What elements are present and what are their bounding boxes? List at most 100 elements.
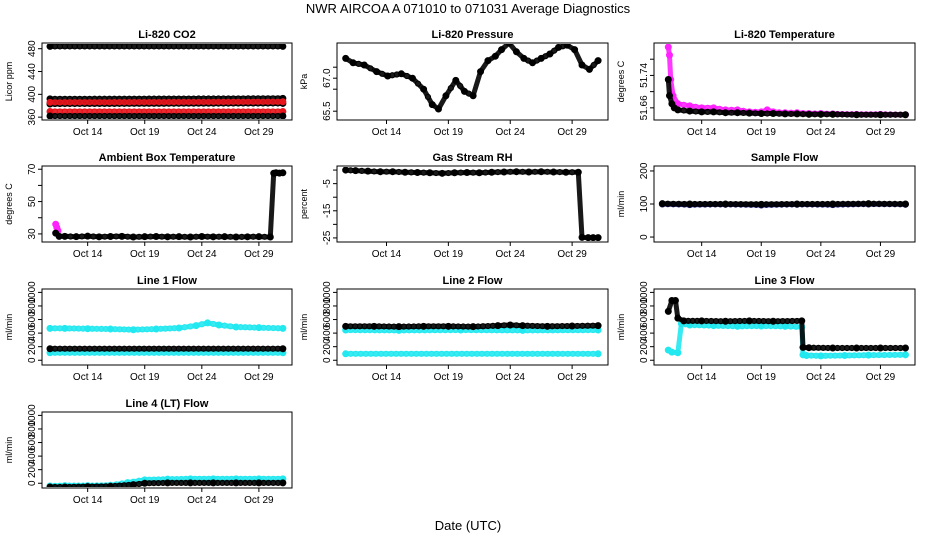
series-magenta bbox=[664, 44, 909, 119]
data-marker bbox=[793, 317, 801, 325]
data-marker bbox=[551, 47, 558, 54]
data-point bbox=[757, 110, 765, 118]
data-marker bbox=[764, 110, 771, 117]
data-marker bbox=[836, 352, 844, 359]
data-marker bbox=[414, 80, 422, 87]
data-point bbox=[84, 232, 92, 240]
data-point bbox=[55, 232, 63, 240]
x-tick-label: Oct 29 bbox=[244, 249, 274, 260]
data-point bbox=[61, 483, 69, 487]
data-point bbox=[733, 109, 741, 117]
data-marker bbox=[204, 233, 211, 240]
data-marker bbox=[872, 344, 879, 352]
y-tick-label: 51.66 bbox=[639, 95, 650, 120]
data-point bbox=[420, 322, 428, 330]
data-marker bbox=[89, 483, 96, 487]
data-marker bbox=[680, 107, 687, 114]
data-marker bbox=[116, 482, 123, 487]
x-tick-label: Oct 29 bbox=[866, 249, 896, 260]
data-marker bbox=[159, 479, 167, 487]
data-point bbox=[279, 169, 287, 177]
data-marker bbox=[465, 90, 472, 97]
x-tick-label: Oct 14 bbox=[73, 249, 103, 260]
x-tick-label: Oct 29 bbox=[244, 495, 274, 506]
data-point bbox=[901, 111, 909, 119]
plot-frame bbox=[41, 42, 293, 121]
panel-ambient-box-temperature: Ambient Box Temperature degrees C Oct 14 Oc… bbox=[4, 152, 293, 260]
data-point bbox=[118, 232, 126, 240]
data-point bbox=[370, 322, 378, 330]
x-tick-label: Oct 19 bbox=[747, 249, 777, 260]
data-point bbox=[164, 233, 172, 241]
data-point bbox=[373, 68, 381, 76]
data-layer bbox=[46, 319, 287, 357]
data-point bbox=[506, 321, 514, 329]
series-black bbox=[46, 345, 287, 353]
data-marker bbox=[191, 479, 199, 487]
data-point bbox=[204, 319, 212, 327]
data-marker bbox=[121, 482, 128, 487]
data-marker bbox=[694, 317, 701, 324]
y-axis-label: percent bbox=[299, 188, 309, 219]
plot-frame bbox=[41, 288, 293, 366]
data-layer bbox=[664, 44, 909, 119]
data-point bbox=[469, 323, 477, 331]
data-marker bbox=[250, 233, 257, 240]
data-marker bbox=[90, 233, 97, 240]
data-point bbox=[698, 317, 706, 325]
x-tick-label: Oct 29 bbox=[557, 127, 587, 138]
data-point bbox=[710, 108, 718, 116]
data-marker bbox=[67, 233, 74, 240]
data-marker bbox=[75, 483, 82, 487]
y-tick-label: 800 bbox=[27, 297, 38, 314]
data-marker bbox=[728, 109, 735, 116]
data-marker bbox=[432, 169, 440, 177]
x-tick-label: Oct 14 bbox=[73, 495, 103, 506]
data-marker bbox=[274, 112, 282, 119]
data-point bbox=[408, 74, 416, 82]
y-tick-label: 400 bbox=[639, 324, 650, 341]
data-point bbox=[578, 233, 586, 241]
data-point bbox=[342, 322, 350, 330]
data-marker bbox=[358, 167, 365, 174]
data-marker bbox=[367, 65, 374, 72]
data-point bbox=[512, 48, 520, 56]
data-marker bbox=[519, 168, 526, 175]
data-marker bbox=[589, 322, 597, 329]
data-point bbox=[594, 350, 602, 358]
data-point bbox=[500, 168, 508, 176]
series-trace bbox=[53, 170, 286, 240]
x-tick-label: Oct 19 bbox=[434, 372, 464, 383]
panel-line-1-flow: Line 1 Flow ml/min Oct 14 Oct 19 Oct 24 Oct 2… bbox=[4, 275, 293, 383]
y-tick-label: 30 bbox=[27, 228, 38, 240]
data-marker bbox=[251, 324, 258, 331]
panel-line-4-lt-flow: Line 4 (LT) Flow ml/min Oct 14 Oct 19 Oct 24… bbox=[4, 398, 293, 506]
data-marker bbox=[347, 167, 354, 174]
data-marker bbox=[415, 323, 422, 330]
series-black bbox=[46, 479, 287, 487]
data-point bbox=[543, 322, 551, 330]
y-tick-label: 400 bbox=[27, 86, 38, 103]
x-tick-label: Oct 24 bbox=[806, 127, 836, 138]
data-point bbox=[84, 325, 92, 333]
data-marker bbox=[56, 483, 63, 487]
data-point bbox=[428, 101, 436, 109]
data-point bbox=[817, 352, 825, 360]
data-marker bbox=[139, 326, 146, 333]
data-point bbox=[221, 233, 229, 241]
data-marker bbox=[182, 479, 189, 487]
data-point bbox=[106, 233, 114, 241]
x-tick-label: Oct 24 bbox=[187, 372, 217, 383]
y-axis-label: ml/min bbox=[616, 314, 626, 341]
y-tick-label: 0 bbox=[27, 480, 38, 486]
data-point bbox=[72, 233, 80, 241]
data-point bbox=[594, 57, 602, 65]
data-marker bbox=[366, 323, 373, 330]
y-axis-label: ml/min bbox=[616, 191, 626, 218]
data-marker bbox=[242, 479, 249, 487]
data-marker bbox=[111, 326, 119, 333]
data-point bbox=[152, 233, 160, 241]
data-point bbox=[434, 105, 442, 113]
data-marker bbox=[812, 352, 820, 359]
data-marker bbox=[210, 320, 217, 328]
